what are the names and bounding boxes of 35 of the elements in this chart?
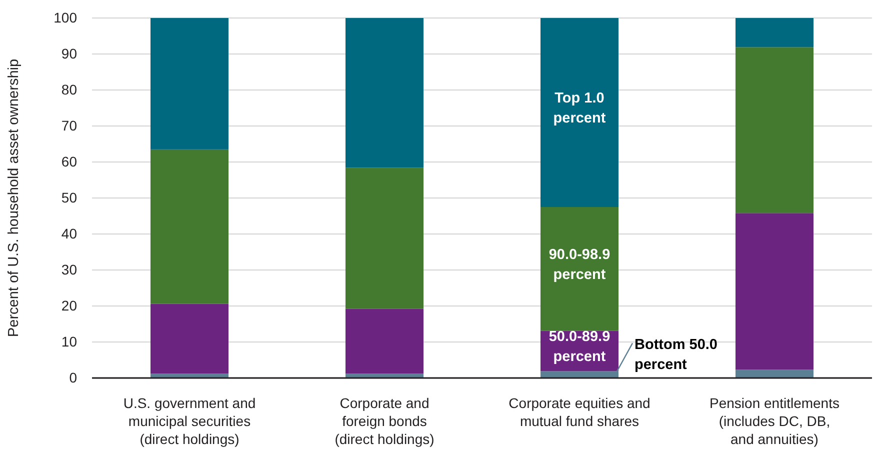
bar — [150, 149, 228, 304]
bar — [736, 18, 814, 48]
y-tick-label: 40 — [61, 225, 78, 242]
bar — [736, 370, 814, 378]
series-label: 50.0-89.9 percent — [548, 329, 610, 365]
x-tick-label: Pension entitlements (includes DC, DB, and annuities) — [710, 395, 840, 447]
bar — [540, 207, 618, 331]
bar — [540, 18, 618, 207]
bar — [540, 371, 618, 378]
y-axis-title: Percent of U.S. household asset ownership — [6, 58, 22, 338]
y-tick-label: 10 — [61, 333, 78, 350]
y-tick-label: 50 — [61, 189, 78, 206]
y-tick-label: 60 — [61, 153, 78, 170]
series-label: Top 1.0 percent — [553, 90, 606, 126]
y-tick-label: 0 — [69, 369, 78, 386]
bar — [150, 304, 228, 374]
x-tick-label: Corporate equities and mutual fund shares — [508, 395, 650, 429]
bar — [150, 18, 228, 150]
y-tick-label: 90 — [61, 45, 78, 62]
bar — [736, 213, 814, 370]
bar — [346, 168, 424, 309]
y-tick-label: 100 — [54, 9, 78, 26]
x-tick-label: U.S. government and municipal securities (direct holdings) — [123, 395, 256, 447]
legend-label: Bottom 50.0 percent — [634, 337, 718, 374]
bar — [346, 308, 424, 374]
bar — [346, 18, 424, 168]
bar — [346, 374, 424, 378]
bar — [736, 47, 814, 214]
y-tick-label: 20 — [61, 297, 78, 314]
y-tick-label: 30 — [61, 261, 78, 278]
x-tick-label: Corporate and foreign bonds (direct holdings) — [334, 395, 434, 447]
y-tick-label: 80 — [61, 81, 78, 98]
y-tick-label: 70 — [61, 117, 78, 134]
series-label: 90.0-98.9 percent — [548, 246, 610, 283]
bar — [150, 374, 228, 378]
